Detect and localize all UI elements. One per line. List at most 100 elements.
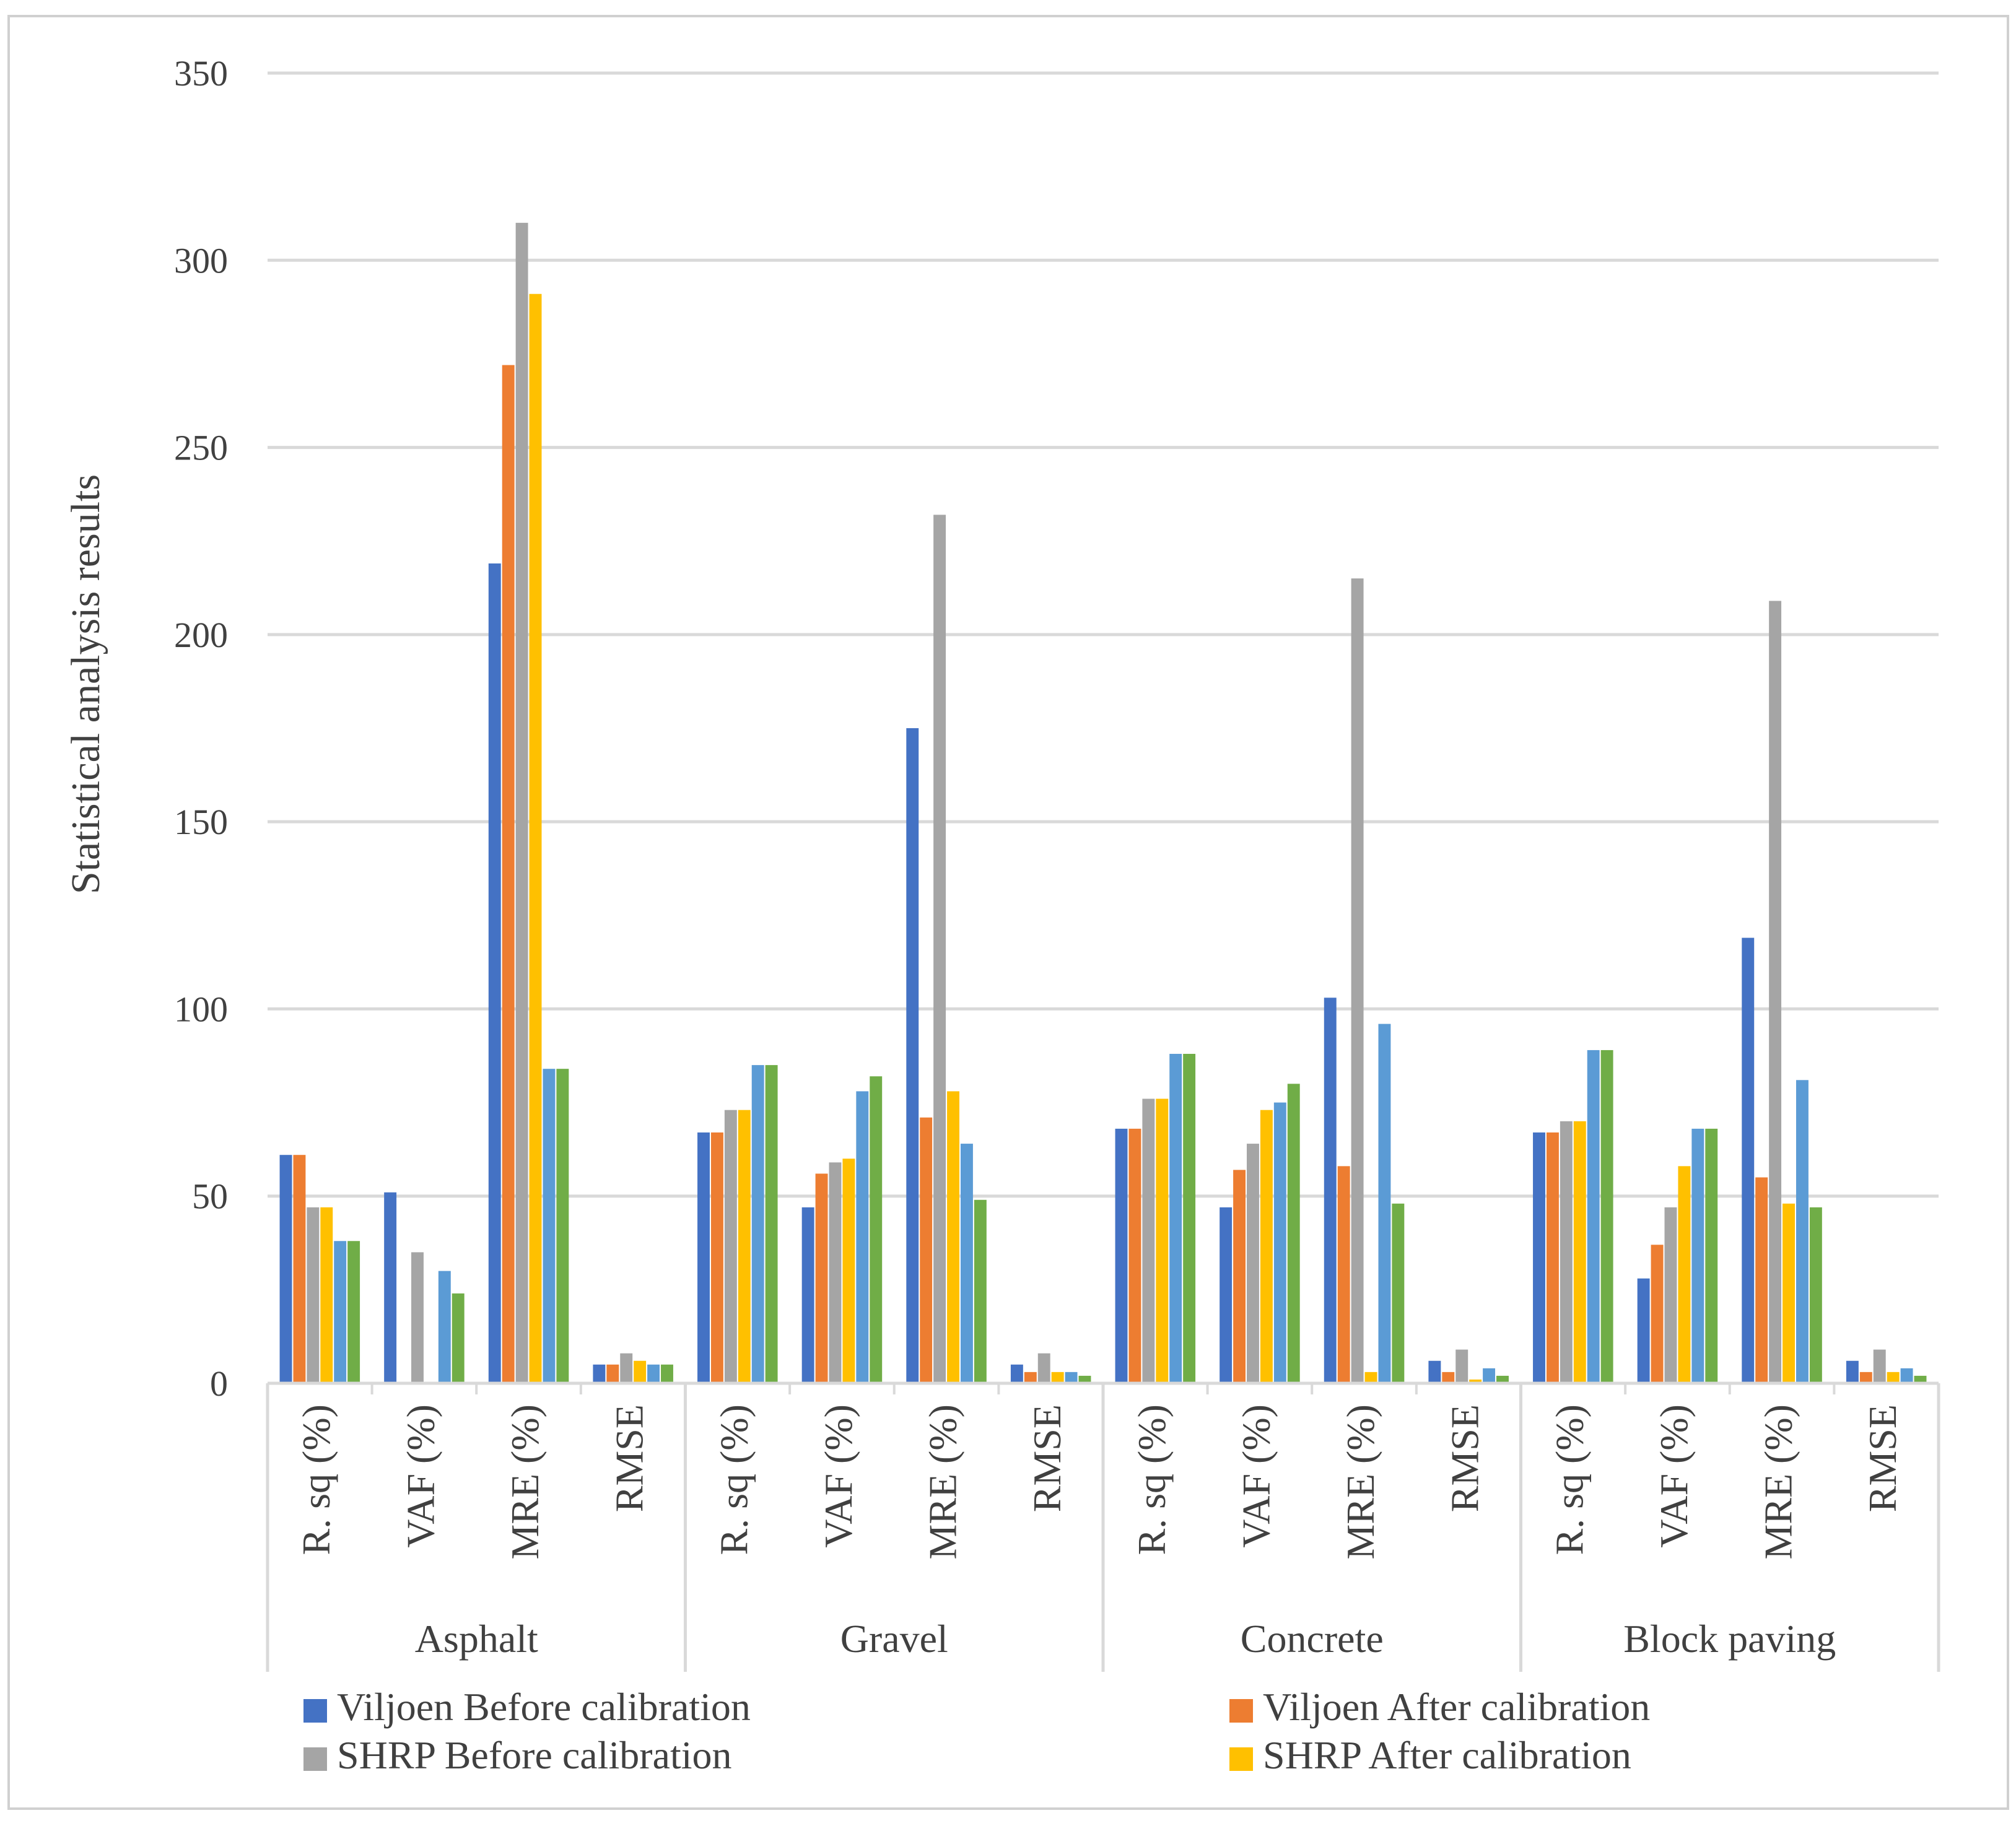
bar (1533, 1132, 1545, 1383)
chart-border (7, 15, 2009, 1810)
y-tick-label: 100 (174, 989, 228, 1029)
bar (1442, 1372, 1455, 1383)
x-tick-label: MRE (%) (1756, 1404, 1800, 1560)
bar (1651, 1245, 1664, 1383)
bar (801, 1207, 814, 1383)
bar (488, 563, 501, 1384)
x-tick-label: VAF (%) (816, 1404, 860, 1548)
bar (1364, 1372, 1377, 1383)
bar (1337, 1166, 1350, 1383)
bar (1392, 1203, 1405, 1383)
bar (960, 1144, 973, 1383)
bar (1873, 1349, 1886, 1383)
x-tick-label: RMSE (1861, 1404, 1905, 1512)
bar (1142, 1098, 1155, 1383)
group-label: Asphalt (415, 1617, 538, 1661)
bar (1769, 601, 1782, 1383)
bar (1900, 1368, 1913, 1383)
bar (815, 1173, 828, 1383)
bar (1287, 1084, 1300, 1383)
bar (1351, 578, 1364, 1384)
bar (334, 1241, 347, 1383)
legend-label: Viljoen Before calibration (337, 1685, 751, 1729)
group-label: Concrete (1241, 1617, 1384, 1661)
bar (1705, 1128, 1718, 1383)
bar (870, 1076, 883, 1383)
x-tick-label: VAF (%) (398, 1404, 442, 1548)
bar (1051, 1372, 1064, 1383)
bar (1233, 1170, 1246, 1383)
legend-swatch (1229, 1747, 1253, 1771)
legend-swatch (1229, 1699, 1253, 1723)
bar (1115, 1128, 1128, 1383)
y-tick-label: 200 (174, 615, 228, 655)
bar (1846, 1360, 1859, 1383)
legend-label: Viljoen After calibration (1263, 1685, 1650, 1729)
bar (634, 1360, 647, 1383)
bar (1887, 1372, 1900, 1383)
bar (974, 1199, 987, 1383)
bar (1560, 1121, 1573, 1383)
bar (411, 1252, 424, 1383)
bar (529, 293, 542, 1383)
bar (920, 1117, 933, 1383)
bar (1809, 1207, 1822, 1383)
bar (1010, 1364, 1023, 1383)
bar (829, 1162, 842, 1383)
x-axis-labels: R. sq (%) VAF (%) MRE (%) RMSE Asphalt R. sq … (294, 1404, 1905, 1661)
y-tick-label: 350 (174, 53, 228, 93)
bar (543, 1069, 556, 1383)
bar (906, 728, 919, 1383)
bar (293, 1155, 306, 1383)
x-tick-label: RMSE (1443, 1404, 1487, 1512)
x-tick-label: MRE (%) (921, 1404, 965, 1560)
bar (279, 1155, 292, 1383)
bar (1796, 1080, 1809, 1383)
bar (1078, 1375, 1091, 1383)
bar (556, 1069, 569, 1383)
bar (1024, 1372, 1037, 1383)
legend: Viljoen Before calibration Viljoen After … (303, 1685, 1650, 1777)
bar (1587, 1050, 1600, 1383)
bar (1156, 1098, 1169, 1383)
x-tick-label: R. sq (%) (1547, 1404, 1591, 1555)
bar (1496, 1375, 1509, 1383)
x-tick-label: R. sq (%) (294, 1404, 338, 1555)
bar (347, 1241, 360, 1383)
bar (620, 1353, 633, 1383)
bar (515, 222, 528, 1383)
bar (1128, 1128, 1141, 1383)
bar (751, 1065, 764, 1383)
legend-swatch (303, 1747, 327, 1771)
bar (1428, 1360, 1441, 1383)
bar (438, 1271, 451, 1383)
x-tick-label: MRE (%) (503, 1404, 547, 1560)
bar (1742, 937, 1755, 1383)
axes (266, 1381, 1940, 1672)
bar (1378, 1024, 1391, 1383)
y-tick-label: 0 (210, 1363, 228, 1404)
bar (1914, 1375, 1927, 1383)
x-tick-label: R. sq (%) (1130, 1404, 1174, 1555)
bar (320, 1207, 333, 1383)
bar (933, 515, 946, 1383)
bar (1600, 1050, 1613, 1383)
legend-label: SHRP Before calibration (337, 1733, 732, 1777)
bar (1783, 1203, 1795, 1383)
bar (1483, 1368, 1496, 1383)
bar (384, 1192, 397, 1383)
y-tick-label: 300 (174, 240, 228, 280)
group-label: Gravel (840, 1617, 948, 1661)
x-tick-label: VAF (%) (1234, 1404, 1278, 1548)
bars (279, 222, 1927, 1384)
bar (1183, 1053, 1196, 1383)
bar (1065, 1372, 1078, 1383)
bar (1455, 1349, 1468, 1383)
bar (1691, 1128, 1704, 1383)
bar (1037, 1353, 1050, 1383)
group-label: Block paving (1623, 1617, 1836, 1661)
bar (765, 1065, 778, 1383)
bar (947, 1091, 959, 1383)
